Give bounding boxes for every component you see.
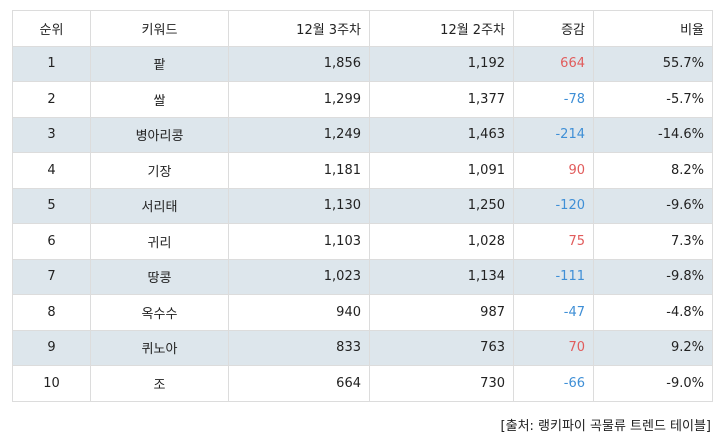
cell-ratio: -5.7% <box>593 81 713 118</box>
cell-ratio: -9.6% <box>593 187 713 224</box>
header-keyword: 키워드 <box>90 10 229 47</box>
table-body: 1 팥 1,856 1,192 664 55.7% 2 쌀 1,299 1,377 -78 -5.7%… <box>12 45 713 402</box>
header-change: 증감 <box>513 10 594 47</box>
cell-ratio: -9.0% <box>593 365 713 402</box>
cell-week3: 940 <box>228 294 370 331</box>
cell-week3: 1,023 <box>228 258 370 295</box>
cell-change: 70 <box>513 329 594 366</box>
cell-change: -120 <box>513 187 594 224</box>
table-row: 7 땅콩 1,023 1,134 -111 -9.8% <box>12 258 713 295</box>
cell-change: 664 <box>513 45 594 82</box>
cell-rank: 5 <box>12 187 91 224</box>
cell-rank: 4 <box>12 152 91 189</box>
header-week2: 12월 2주차 <box>369 10 514 47</box>
cell-week3: 1,299 <box>228 81 370 118</box>
cell-keyword: 팥 <box>90 45 229 82</box>
cell-week2: 987 <box>369 294 514 331</box>
cell-week2: 1,134 <box>369 258 514 295</box>
cell-rank: 3 <box>12 116 91 153</box>
cell-keyword: 쌀 <box>90 81 229 118</box>
table-header: 순위 키워드 12월 3주차 12월 2주차 증감 비율 <box>12 10 713 47</box>
cell-week3: 664 <box>228 365 370 402</box>
cell-week2: 1,250 <box>369 187 514 224</box>
header-ratio: 비율 <box>593 10 713 47</box>
cell-keyword: 옥수수 <box>90 294 229 331</box>
cell-ratio: -4.8% <box>593 294 713 331</box>
cell-change: -78 <box>513 81 594 118</box>
header-rank: 순위 <box>12 10 91 47</box>
cell-ratio: 55.7% <box>593 45 713 82</box>
cell-week3: 1,856 <box>228 45 370 82</box>
cell-rank: 10 <box>12 365 91 402</box>
table-row: 6 귀리 1,103 1,028 75 7.3% <box>12 223 713 260</box>
header-row: 순위 키워드 12월 3주차 12월 2주차 증감 비율 <box>12 10 713 47</box>
cell-rank: 2 <box>12 81 91 118</box>
cell-keyword: 땅콩 <box>90 258 229 295</box>
cell-keyword: 귀리 <box>90 223 229 260</box>
cell-keyword: 서리태 <box>90 187 229 224</box>
cell-rank: 8 <box>12 294 91 331</box>
cell-keyword: 병아리콩 <box>90 116 229 153</box>
cell-week2: 1,463 <box>369 116 514 153</box>
cell-change: -66 <box>513 365 594 402</box>
cell-change: 90 <box>513 152 594 189</box>
cell-rank: 7 <box>12 258 91 295</box>
cell-week2: 1,377 <box>369 81 514 118</box>
cell-change: -47 <box>513 294 594 331</box>
cell-ratio: -9.8% <box>593 258 713 295</box>
cell-keyword: 기장 <box>90 152 229 189</box>
cell-week2: 1,091 <box>369 152 514 189</box>
cell-ratio: 9.2% <box>593 329 713 366</box>
table-row: 1 팥 1,856 1,192 664 55.7% <box>12 45 713 82</box>
cell-change: -111 <box>513 258 594 295</box>
cell-week3: 1,249 <box>228 116 370 153</box>
cell-change: 75 <box>513 223 594 260</box>
cell-week2: 763 <box>369 329 514 366</box>
table-row: 9 퀴노아 833 763 70 9.2% <box>12 329 713 366</box>
table-row: 4 기장 1,181 1,091 90 8.2% <box>12 152 713 189</box>
keyword-ranking-table: 순위 키워드 12월 3주차 12월 2주차 증감 비율 1 팥 1,856 1,19… <box>12 10 713 402</box>
cell-change: -214 <box>513 116 594 153</box>
table-row: 2 쌀 1,299 1,377 -78 -5.7% <box>12 81 713 118</box>
cell-ratio: 7.3% <box>593 223 713 260</box>
cell-rank: 6 <box>12 223 91 260</box>
cell-week3: 1,130 <box>228 187 370 224</box>
cell-rank: 9 <box>12 329 91 366</box>
table-row: 8 옥수수 940 987 -47 -4.8% <box>12 294 713 331</box>
cell-week2: 1,028 <box>369 223 514 260</box>
cell-keyword: 퀴노아 <box>90 329 229 366</box>
table-row: 3 병아리콩 1,249 1,463 -214 -14.6% <box>12 116 713 153</box>
cell-week2: 1,192 <box>369 45 514 82</box>
cell-rank: 1 <box>12 45 91 82</box>
cell-week3: 1,103 <box>228 223 370 260</box>
cell-week3: 833 <box>228 329 370 366</box>
cell-ratio: -14.6% <box>593 116 713 153</box>
source-note: [출처: 랭키파이 곡물류 트렌드 테이블] <box>500 419 711 434</box>
table-row: 10 조 664 730 -66 -9.0% <box>12 365 713 402</box>
cell-ratio: 8.2% <box>593 152 713 189</box>
cell-week3: 1,181 <box>228 152 370 189</box>
cell-keyword: 조 <box>90 365 229 402</box>
header-week3: 12월 3주차 <box>228 10 370 47</box>
table-row: 5 서리태 1,130 1,250 -120 -9.6% <box>12 187 713 224</box>
cell-week2: 730 <box>369 365 514 402</box>
